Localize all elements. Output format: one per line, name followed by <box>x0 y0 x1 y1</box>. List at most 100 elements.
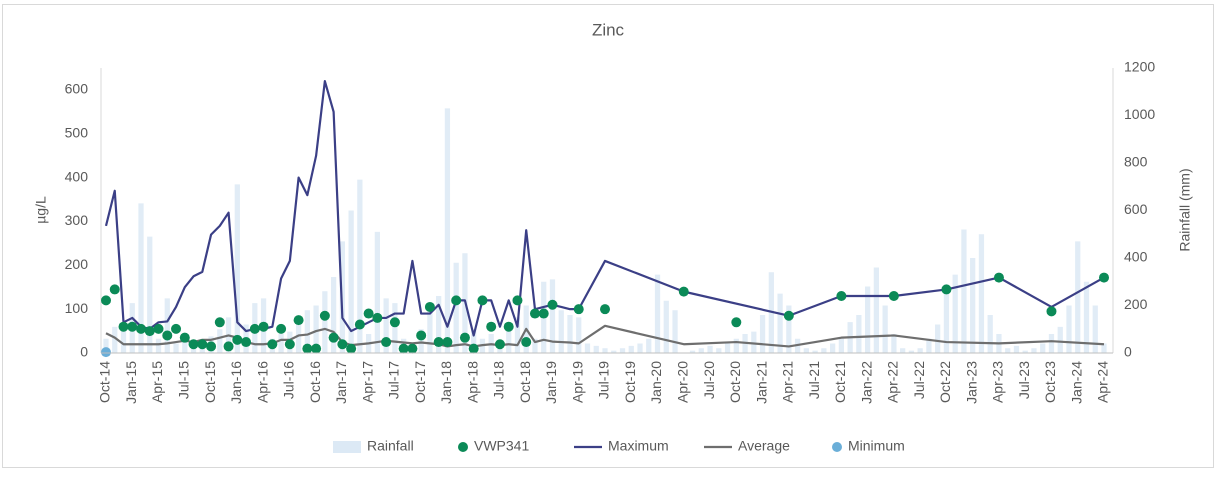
x-tick-label: Jul-18 <box>491 361 507 399</box>
rainfall-bar <box>602 348 608 353</box>
rainfall-bar <box>838 338 844 353</box>
y2-axis-label: Rainfall (mm) <box>1177 168 1193 251</box>
x-tick-label: Jul-22 <box>911 361 927 399</box>
rainfall-bar <box>803 348 809 353</box>
rainfall-bar <box>882 305 888 353</box>
series-point <box>678 286 689 297</box>
legend-swatch <box>458 442 468 452</box>
x-tick-label: Apr-17 <box>359 361 375 403</box>
series-point <box>451 295 462 306</box>
series-point <box>346 343 357 354</box>
y2-tick-label: 600 <box>1124 201 1148 217</box>
rainfall-bar <box>716 348 722 353</box>
series-point <box>276 323 287 334</box>
x-tick-label: Apr-15 <box>149 361 165 403</box>
x-tick-label: Oct-15 <box>202 361 218 403</box>
rainfall-bar <box>120 322 127 353</box>
x-tick-label: Jan-19 <box>543 361 559 404</box>
x-tick-label: Jan-16 <box>228 361 244 404</box>
rainfall-bar <box>506 329 512 353</box>
rainfall-bar <box>812 350 818 353</box>
series-point <box>407 343 418 354</box>
y2-tick-label: 800 <box>1124 154 1148 170</box>
rainfall-bar <box>926 338 932 353</box>
rainfall-bar <box>348 210 354 353</box>
rainfall-bar <box>357 179 363 353</box>
rainfall-bar <box>217 329 223 353</box>
series-point <box>993 272 1004 283</box>
rainfall-bar <box>1083 281 1090 353</box>
x-tick-label: Jul-17 <box>386 361 402 399</box>
rainfall-bar <box>444 108 451 353</box>
y2-tick-label: 200 <box>1124 296 1148 312</box>
legend-swatch <box>832 442 842 452</box>
x-tick-label: Jan-21 <box>753 361 769 404</box>
series-point <box>179 332 190 343</box>
legend-swatch <box>333 441 361 453</box>
series-point <box>1099 272 1109 283</box>
rainfall-bar <box>978 234 985 353</box>
x-tick-label: Apr-21 <box>780 361 796 403</box>
x-tick-label: Jan-24 <box>1068 361 1084 404</box>
chart-frame <box>2 4 1214 468</box>
series-point <box>381 337 392 348</box>
series-point <box>144 326 155 337</box>
x-tick-label: Jul-19 <box>596 361 612 399</box>
series-point <box>241 337 252 348</box>
x-tick-label: Jul-20 <box>701 361 717 399</box>
rainfall-bar <box>330 277 337 353</box>
x-tick-label: Oct-14 <box>97 361 113 403</box>
series-point <box>284 339 295 350</box>
rainfall-bar <box>619 348 626 353</box>
rainfall-bar <box>190 345 197 353</box>
x-tick-label: Jul-23 <box>1016 361 1032 399</box>
rainfall-bar <box>374 231 381 353</box>
x-tick-label: Jul-21 <box>806 361 822 399</box>
rainfall-bar <box>278 334 284 353</box>
y-tick-label: 500 <box>65 124 89 140</box>
y-axis-label: µg/L <box>33 196 49 224</box>
series-point <box>109 284 120 295</box>
series-point <box>529 308 540 319</box>
x-tick-label: Oct-21 <box>832 361 848 403</box>
series-point <box>127 321 138 332</box>
series-point <box>512 295 523 306</box>
rainfall-bar <box>689 350 696 353</box>
y-tick-label: 300 <box>65 212 89 228</box>
rainfall-bar <box>646 338 652 353</box>
rainfall-bar <box>182 334 188 353</box>
rainfall-bar <box>173 343 179 353</box>
series-point <box>223 341 234 352</box>
x-tick-label: Jan-18 <box>438 361 454 404</box>
rainfall-bar <box>427 310 433 353</box>
series-point <box>888 291 899 301</box>
rainfall-bar <box>147 236 153 353</box>
series-point <box>573 304 584 315</box>
rainfall-bar <box>1066 305 1072 353</box>
series-point <box>363 308 374 319</box>
series-point <box>354 319 365 330</box>
rainfall-bar <box>1031 348 1037 353</box>
series-point <box>188 339 199 350</box>
rainfall-bar <box>1075 241 1081 353</box>
y2-tick-label: 0 <box>1124 344 1132 360</box>
x-tick-label: Apr-20 <box>674 361 690 403</box>
series-point <box>232 334 243 345</box>
rainfall-bar <box>900 348 906 353</box>
series-point <box>416 330 427 341</box>
x-tick-label: Jan-22 <box>858 361 874 404</box>
x-tick-label: Apr-22 <box>885 361 901 403</box>
series-point <box>600 304 610 315</box>
chart-title: Zinc <box>592 20 625 39</box>
rainfall-bar <box>322 291 328 353</box>
rainfall-bar <box>155 338 162 353</box>
series-point <box>302 343 313 354</box>
rainfall-bar <box>471 329 477 353</box>
rainfall-bar <box>873 267 880 353</box>
rainfall-bar <box>786 305 792 353</box>
rainfall-bar <box>383 298 389 353</box>
series-point <box>521 337 532 348</box>
series-point <box>319 310 330 321</box>
series-point <box>442 337 453 348</box>
x-tick-label: Jan-15 <box>123 361 139 404</box>
